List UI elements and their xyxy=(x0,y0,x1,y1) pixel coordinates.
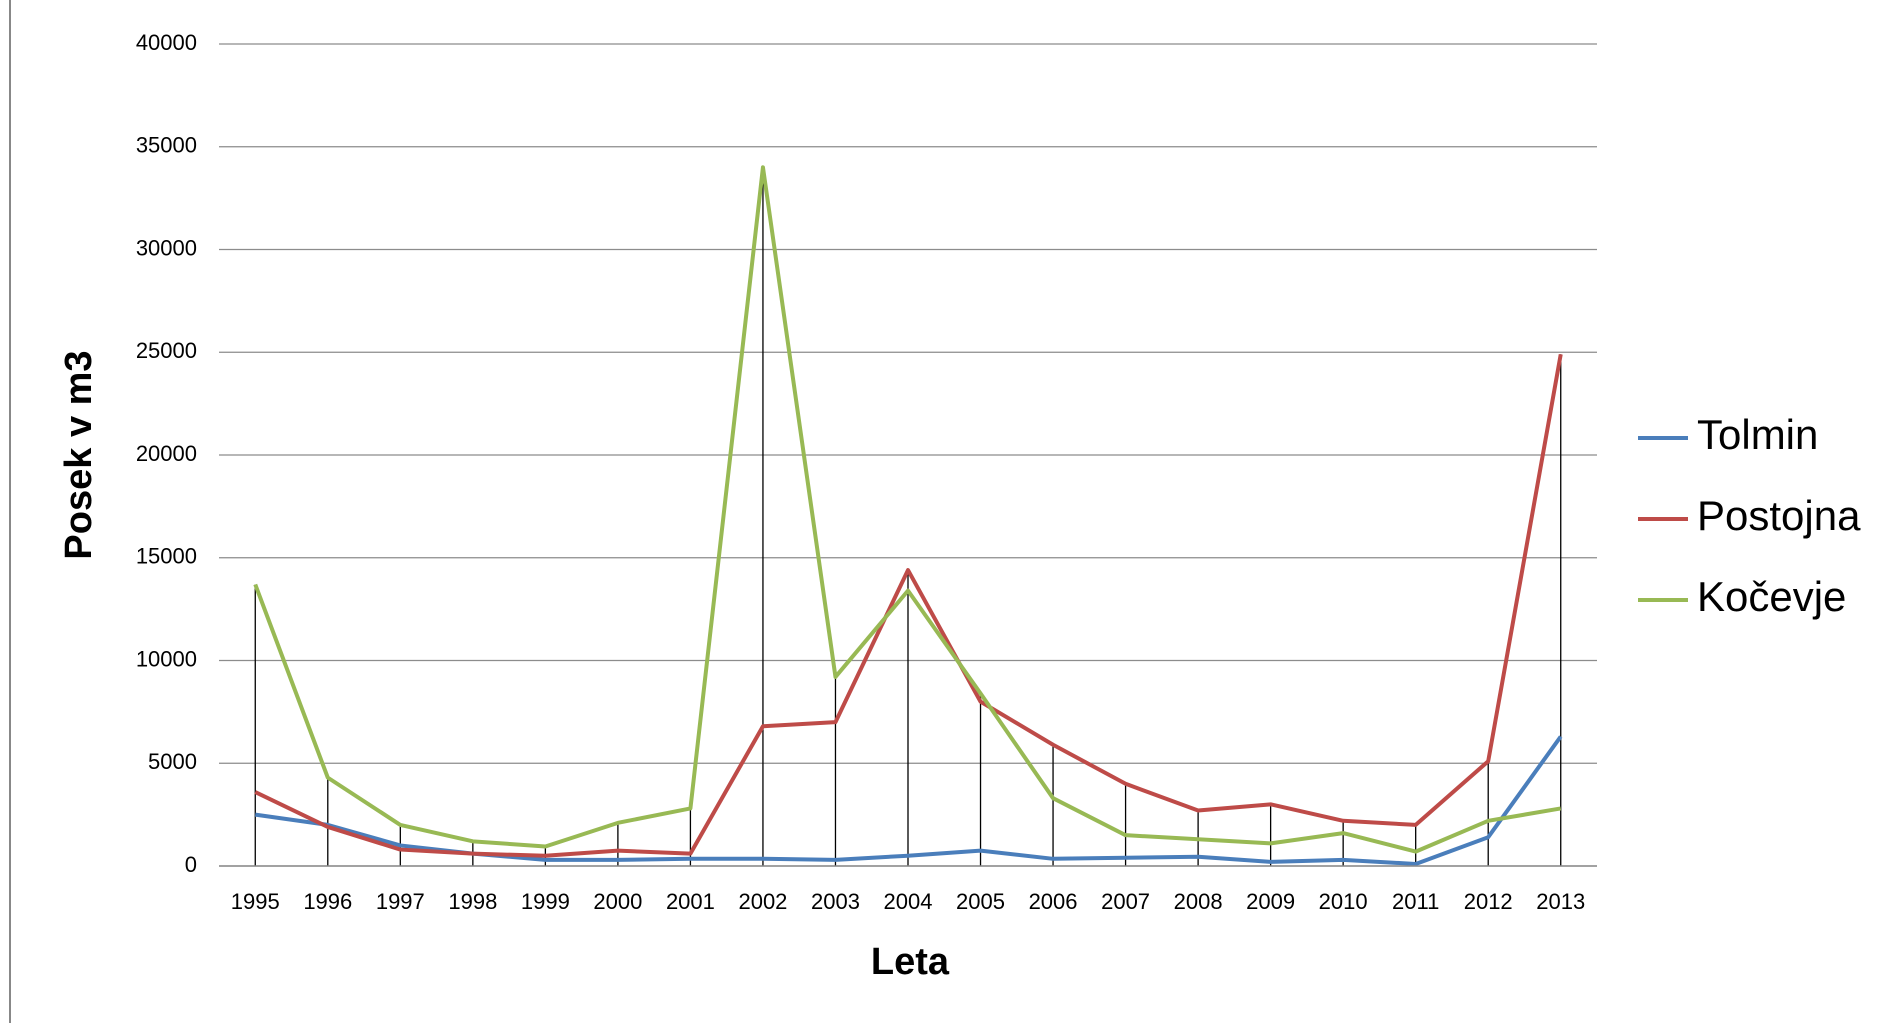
y-tick-label: 20000 xyxy=(136,441,197,466)
y-tick-label: 15000 xyxy=(136,544,197,569)
x-tick-label: 1996 xyxy=(303,889,352,914)
series-line xyxy=(254,353,1563,858)
x-tick-label: 1998 xyxy=(448,889,497,914)
x-tick-label: 2012 xyxy=(1464,889,1513,914)
y-tick-label: 40000 xyxy=(136,30,197,55)
x-tick-label: 2005 xyxy=(956,889,1005,914)
x-tick-label: 2002 xyxy=(738,889,787,914)
x-tick-label: 2010 xyxy=(1319,889,1368,914)
x-tick-label: 2004 xyxy=(884,889,933,914)
x-tick-label: 1997 xyxy=(376,889,425,914)
x-tick-label: 2006 xyxy=(1029,889,1078,914)
x-tick-label: 2007 xyxy=(1101,889,1150,914)
x-tick-label: 2011 xyxy=(1392,889,1439,914)
y-axis-title: Posek v m3 xyxy=(58,350,100,559)
y-tick-label: 0 xyxy=(185,852,197,877)
x-axis-title: Leta xyxy=(871,941,950,983)
legend-label: Postojna xyxy=(1697,492,1861,539)
y-tick-label: 10000 xyxy=(136,646,197,671)
x-tick-label: 2003 xyxy=(811,889,860,914)
y-tick-label: 35000 xyxy=(136,133,197,158)
y-tick-label: 25000 xyxy=(136,338,197,363)
series-line xyxy=(253,165,1562,854)
x-tick-label: 2000 xyxy=(593,889,642,914)
x-tick-label: 2008 xyxy=(1174,889,1223,914)
legend-label: Kočevje xyxy=(1697,573,1846,620)
y-tick-label: 30000 xyxy=(136,235,197,260)
y-tick-label: 5000 xyxy=(148,749,197,774)
x-tick-label: 2013 xyxy=(1536,889,1585,914)
x-tick-label: 1999 xyxy=(521,889,570,914)
x-tick-label: 2001 xyxy=(666,889,715,914)
legend-label: Tolmin xyxy=(1697,411,1818,458)
x-tick-label: 2009 xyxy=(1246,889,1295,914)
x-tick-label: 1995 xyxy=(231,889,280,914)
